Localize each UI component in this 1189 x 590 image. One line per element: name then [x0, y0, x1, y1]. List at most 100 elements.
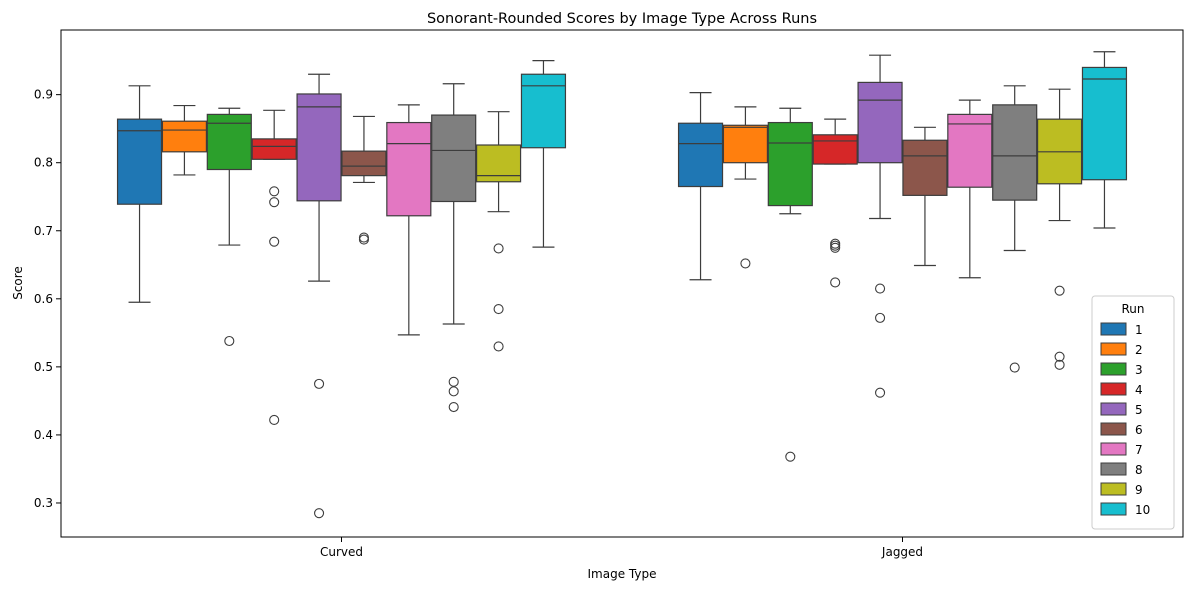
box-iqr	[947, 113, 993, 188]
outlier-point	[358, 234, 369, 245]
outlier-point	[269, 414, 280, 425]
legend-label-run-8: 8	[1135, 463, 1143, 477]
box-iqr	[857, 81, 903, 164]
box-run-9-curved	[475, 111, 522, 352]
outlier-point	[740, 258, 751, 269]
chart-title: Sonorant-Rounded Scores by Image Type Ac…	[427, 11, 817, 27]
box-run-3-curved	[206, 107, 252, 347]
box-run-6-jagged	[902, 126, 948, 267]
box-iqr	[431, 114, 477, 203]
legend-label-run-1: 1	[1135, 323, 1143, 337]
box-iqr	[992, 104, 1038, 201]
legend-swatch-run-7	[1100, 442, 1127, 456]
box-iqr	[520, 73, 567, 149]
box-run-4-curved	[251, 109, 297, 425]
legend-swatch-run-2	[1100, 342, 1127, 356]
outlier-point	[830, 242, 841, 253]
legend-swatch-run-10	[1100, 502, 1127, 516]
y-tick-label: 0.6	[34, 292, 53, 306]
outlier-point	[493, 341, 504, 352]
y-tick-label: 0.7	[34, 224, 53, 238]
legend-swatch-run-6	[1100, 422, 1127, 436]
box-iqr	[475, 144, 522, 183]
box-iqr	[251, 138, 297, 160]
y-tick-label: 0.8	[34, 156, 53, 170]
box-run-7-jagged	[947, 99, 993, 279]
box-run-2-curved	[161, 104, 208, 176]
box-run-6-curved	[341, 115, 387, 245]
y-tick-label: 0.5	[34, 360, 53, 374]
box-iqr	[1081, 66, 1128, 181]
box-iqr	[677, 122, 724, 188]
outlier-point	[314, 508, 325, 519]
box-iqr	[386, 121, 432, 217]
legend-label-run-5: 5	[1135, 403, 1143, 417]
outlier-point	[875, 387, 886, 398]
box-run-9-jagged	[1036, 88, 1083, 370]
box-iqr	[767, 121, 813, 207]
box-run-1-jagged	[677, 92, 724, 281]
legend-swatch-run-8	[1100, 462, 1127, 476]
outlier-point	[1009, 362, 1020, 373]
legend: Run 1 2 3 4 5 6 7 8 9 10	[1091, 295, 1175, 530]
box-run-4-jagged	[812, 118, 858, 288]
y-axis-label: Score	[11, 266, 25, 300]
box-run-3-jagged	[767, 107, 813, 462]
legend-label-run-2: 2	[1135, 343, 1143, 357]
legend-swatch-run-1	[1100, 322, 1127, 336]
y-tick-label: 0.4	[34, 428, 53, 442]
box-iqr	[161, 120, 208, 153]
outlier-point	[269, 236, 280, 247]
legend-label-run-6: 6	[1135, 423, 1143, 437]
box-run-8-curved	[431, 83, 477, 413]
y-tick-label: 0.9	[34, 88, 53, 102]
box-run-2-jagged	[722, 106, 769, 269]
box-iqr	[296, 93, 342, 202]
legend-swatch-run-3	[1100, 362, 1127, 376]
outlier-point	[785, 451, 796, 462]
outlier-point	[314, 378, 325, 389]
legend-label-run-10: 10	[1135, 503, 1150, 517]
plot-frame	[60, 29, 1184, 538]
x-axis: Curved Jagged	[320, 537, 923, 559]
y-tick-label: 0.3	[34, 496, 53, 510]
box-iqr	[812, 134, 858, 165]
outlier-point	[224, 335, 235, 347]
x-tick-label-jagged: Jagged	[881, 545, 923, 559]
box-run-5-jagged	[857, 54, 903, 398]
box-iqr	[116, 118, 163, 205]
outlier-point	[830, 240, 841, 251]
box-iqr	[341, 150, 387, 177]
box-iqr	[722, 124, 769, 164]
legend-label-run-4: 4	[1135, 383, 1143, 397]
box-run-5-curved	[296, 73, 342, 519]
legend-swatch-run-5	[1100, 402, 1127, 416]
box-run-10-curved	[520, 60, 567, 248]
legend-label-run-9: 9	[1135, 483, 1143, 497]
outlier-point	[1054, 359, 1065, 370]
box-run-7-curved	[386, 104, 432, 336]
outlier-point	[1054, 285, 1065, 296]
legend-label-run-7: 7	[1135, 443, 1143, 457]
outlier-point	[875, 283, 886, 294]
outlier-point	[875, 312, 886, 323]
outlier-point	[493, 303, 504, 315]
outlier-point	[448, 401, 459, 413]
legend-swatch-run-4	[1100, 382, 1127, 396]
legend-title: Run	[1121, 302, 1144, 316]
outlier-point	[493, 243, 504, 254]
legend-label-run-3: 3	[1135, 363, 1143, 377]
outlier-point	[358, 232, 369, 243]
outlier-point	[1054, 351, 1065, 362]
x-tick-label-curved: Curved	[320, 545, 363, 559]
outlier-point	[830, 277, 841, 288]
legend-swatch-run-9	[1100, 482, 1127, 496]
x-axis-label: Image Type	[588, 567, 657, 581]
box-run-10-jagged	[1081, 51, 1128, 229]
box-iqr	[902, 139, 948, 196]
outlier-point	[448, 386, 459, 397]
box-run-8-jagged	[992, 85, 1038, 373]
outlier-point	[269, 186, 280, 197]
box-run-1-curved	[116, 85, 163, 303]
